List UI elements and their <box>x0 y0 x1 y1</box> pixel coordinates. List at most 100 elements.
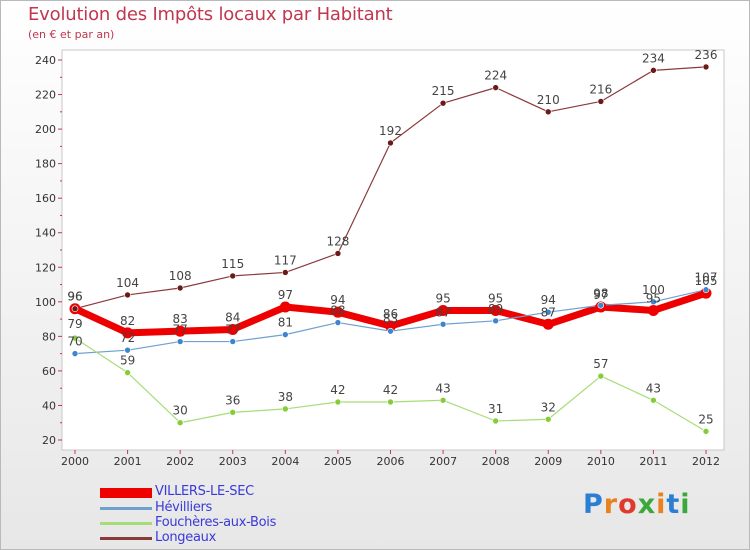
data-point-hevilliers <box>124 346 131 354</box>
data-label-longeaux: 104 <box>116 276 139 290</box>
data-point-hevilliers <box>334 319 342 326</box>
data-point-longeaux <box>282 269 289 276</box>
data-label-foucheres-aux-bois: 36 <box>225 393 240 407</box>
data-label-villers-le-sec: 105 <box>695 274 718 288</box>
x-tick-label: 2003 <box>219 455 247 468</box>
data-label-foucheres-aux-bois: 42 <box>330 383 345 397</box>
data-point-villers-le-sec <box>490 304 502 316</box>
data-label-foucheres-aux-bois: 43 <box>435 381 450 395</box>
logo-letter: P <box>583 489 604 520</box>
data-point-hevilliers <box>702 286 710 294</box>
data-label-hevilliers: 77 <box>225 323 240 337</box>
x-tick-label: 2009 <box>534 455 562 468</box>
data-label-longeaux: 234 <box>642 51 665 65</box>
data-label-hevilliers: 88 <box>330 304 345 318</box>
data-label-longeaux: 210 <box>537 93 560 107</box>
logo-letter: r <box>603 489 619 520</box>
data-point-longeaux <box>492 84 499 91</box>
x-tick-label: 2012 <box>692 455 720 468</box>
data-point-hevilliers <box>387 327 394 335</box>
logo-letter: o <box>618 489 638 520</box>
y-tick-label: 140 <box>35 227 56 240</box>
legend-swatch-foucheres-aux-bois <box>100 522 152 525</box>
data-label-longeaux: 108 <box>169 269 192 283</box>
data-point-longeaux <box>702 63 710 71</box>
data-point-hevilliers <box>544 308 552 316</box>
y-tick-label: 200 <box>35 123 56 136</box>
data-label-villers-le-sec: 97 <box>593 288 608 302</box>
data-point-foucheres-aux-bois <box>71 334 79 342</box>
legend-swatch-villers-le-sec <box>100 488 152 498</box>
data-point-hevilliers <box>650 298 657 306</box>
logo-letter: i <box>680 489 691 520</box>
data-label-villers-le-sec: 83 <box>173 312 188 326</box>
data-label-foucheres-aux-bois: 43 <box>646 381 661 395</box>
data-point-hevilliers <box>597 301 605 309</box>
data-point-foucheres-aux-bois <box>492 417 499 425</box>
logo-letter: x <box>637 489 657 520</box>
data-label-hevilliers: 89 <box>488 302 503 316</box>
data-point-hevilliers <box>282 331 289 338</box>
data-point-villers-le-sec <box>437 304 449 316</box>
data-label-hevilliers: 81 <box>278 316 293 330</box>
data-label-foucheres-aux-bois: 79 <box>67 317 82 331</box>
y-tick-label: 60 <box>42 365 56 378</box>
y-tick-label: 120 <box>35 261 56 274</box>
data-point-longeaux <box>229 272 237 280</box>
data-point-villers-le-sec <box>122 327 134 339</box>
y-tick-label: 160 <box>35 192 56 205</box>
data-point-foucheres-aux-bois <box>597 372 605 380</box>
data-label-villers-le-sec: 86 <box>383 307 398 321</box>
data-label-foucheres-aux-bois: 57 <box>593 357 608 371</box>
legend-swatch-longeaux <box>100 537 152 540</box>
data-label-foucheres-aux-bois: 32 <box>541 400 556 414</box>
x-tick-label: 2011 <box>639 455 667 468</box>
data-point-longeaux <box>124 291 131 299</box>
data-point-foucheres-aux-bois <box>702 428 710 435</box>
data-point-hevilliers <box>176 338 184 345</box>
data-label-villers-le-sec: 96 <box>67 290 82 304</box>
data-point-hevilliers <box>439 320 447 328</box>
x-tick-label: 2007 <box>429 455 457 468</box>
data-point-foucheres-aux-bois <box>176 419 184 427</box>
data-label-longeaux: 117 <box>274 253 297 267</box>
y-tick-label: 100 <box>35 296 56 309</box>
data-point-longeaux <box>176 284 184 292</box>
data-label-hevilliers: 98 <box>593 286 608 300</box>
data-label-foucheres-aux-bois: 31 <box>488 402 503 416</box>
plot-area <box>61 49 725 451</box>
data-point-longeaux <box>71 305 79 313</box>
data-label-longeaux: 96 <box>67 290 82 304</box>
data-label-villers-le-sec: 95 <box>435 291 450 305</box>
data-point-villers-le-sec <box>174 325 186 337</box>
data-label-longeaux: 115 <box>221 257 244 271</box>
data-label-villers-le-sec: 95 <box>646 291 661 305</box>
legend-label-foucheres-aux-bois: Fouchères-aux-Bois <box>155 515 277 530</box>
data-point-hevilliers <box>229 338 237 345</box>
data-label-longeaux: 236 <box>695 48 718 62</box>
data-label-villers-le-sec: 95 <box>488 291 503 305</box>
data-point-hevilliers <box>71 350 79 357</box>
data-label-longeaux: 128 <box>326 234 349 248</box>
data-point-longeaux <box>597 98 605 105</box>
data-label-villers-le-sec: 84 <box>225 310 240 324</box>
data-point-longeaux <box>650 67 657 74</box>
chart-subtitle: (en € et par an) <box>28 28 115 41</box>
y-tick-label: 40 <box>42 399 56 412</box>
data-point-foucheres-aux-bois <box>439 396 447 404</box>
data-label-foucheres-aux-bois: 38 <box>278 390 293 404</box>
data-label-hevilliers: 94 <box>541 293 556 307</box>
y-tick-label: 220 <box>35 89 56 102</box>
data-label-foucheres-aux-bois: 25 <box>698 412 713 426</box>
data-point-foucheres-aux-bois <box>124 369 131 376</box>
data-label-foucheres-aux-bois: 42 <box>383 383 398 397</box>
data-point-foucheres-aux-bois <box>544 415 552 423</box>
data-point-villers-le-sec <box>279 301 291 313</box>
data-label-longeaux: 224 <box>484 69 507 83</box>
x-tick-label: 2001 <box>114 455 142 468</box>
x-tick-label: 2006 <box>377 455 405 468</box>
legend-label-hevilliers: Hévilliers <box>155 500 213 515</box>
data-point-foucheres-aux-bois <box>282 405 289 413</box>
data-label-hevilliers: 100 <box>642 283 665 297</box>
data-label-villers-le-sec: 82 <box>120 314 135 328</box>
